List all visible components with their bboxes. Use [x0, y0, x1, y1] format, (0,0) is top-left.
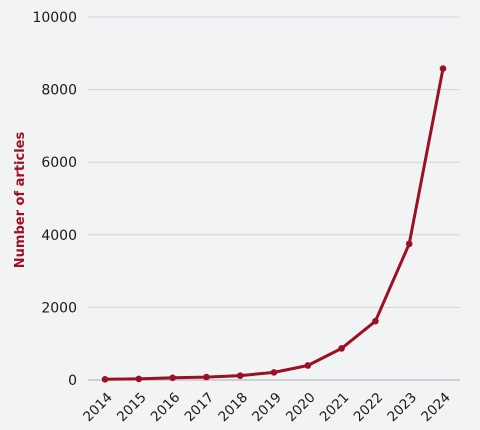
- y-tick-label: 4000: [41, 228, 77, 244]
- x-tick-label: 2015: [114, 390, 150, 426]
- data-point-2017: [203, 373, 210, 381]
- series-line: [103, 67, 445, 381]
- y-tick-label: 2000: [41, 300, 77, 316]
- data-point-2018: [236, 372, 244, 379]
- y-tick-label: 6000: [41, 155, 77, 171]
- data-point-2015: [135, 375, 143, 383]
- y-tick-label: 0: [68, 373, 77, 389]
- data-point-2019: [270, 369, 278, 376]
- series-layer: [101, 65, 447, 383]
- data-point-2021: [338, 345, 345, 352]
- y-tick-label: 10000: [32, 10, 77, 26]
- x-tick-label: 2017: [182, 390, 218, 426]
- data-point-2016: [169, 374, 176, 382]
- x-tick-label: 2022: [351, 390, 387, 426]
- x-tick-label: 2019: [249, 390, 285, 426]
- x-tick-label: 2014: [80, 390, 116, 426]
- x-tick-label: 2016: [148, 390, 184, 426]
- data-point-2024: [439, 65, 447, 72]
- y-axis-title: Number of articles: [13, 132, 28, 269]
- x-axis-ticks: 2014201520162017201820192020202120222023…: [80, 390, 454, 426]
- data-point-2020: [304, 362, 312, 369]
- x-tick-label: 2020: [283, 390, 319, 426]
- y-tick-label: 8000: [41, 83, 77, 99]
- y-axis-ticks: 0 2000 4000 6000 8000 10000: [32, 10, 77, 389]
- data-point-2023: [405, 240, 413, 248]
- x-tick-label: 2023: [384, 390, 420, 426]
- x-tick-label: 2024: [418, 390, 454, 426]
- grid-lines: [88, 16, 460, 381]
- x-tick-label: 2021: [317, 390, 353, 426]
- data-point-2022: [372, 317, 379, 325]
- data-point-2014: [101, 375, 109, 383]
- x-tick-label: 2018: [215, 390, 251, 426]
